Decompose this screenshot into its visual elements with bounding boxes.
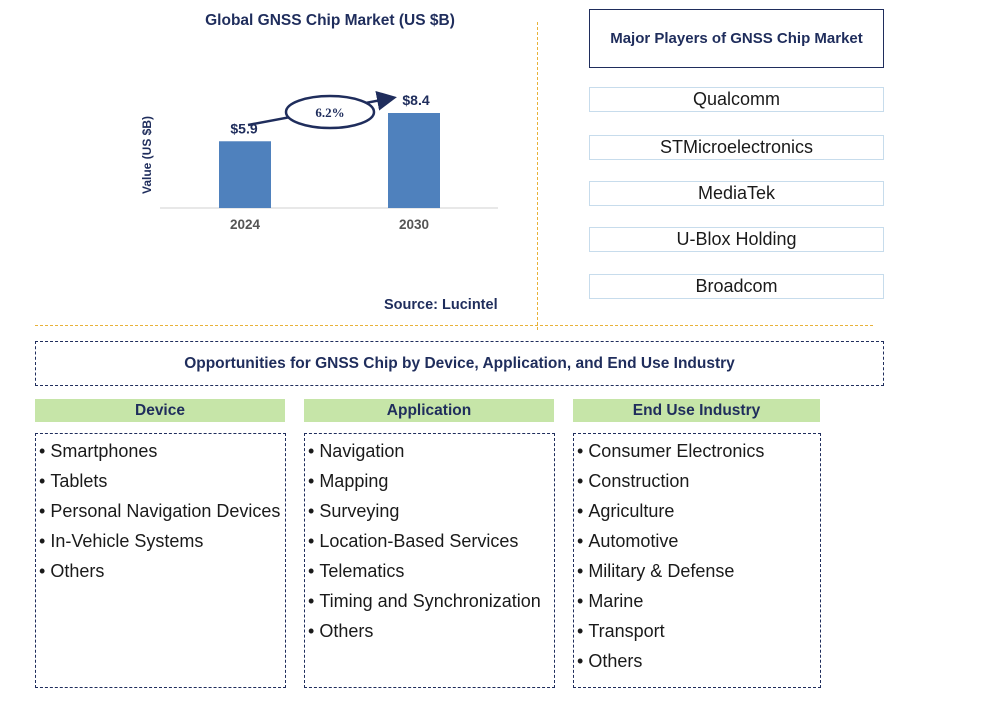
- cagr-label: 6.2%: [315, 105, 344, 120]
- x-tick-2030: 2030: [399, 217, 429, 232]
- y-axis-label: Value (US $B): [140, 116, 154, 194]
- x-tick-2024: 2024: [230, 217, 261, 232]
- vertical-divider: [537, 22, 538, 330]
- data-label-2030: $8.4: [402, 92, 429, 108]
- list-item: Mapping: [308, 466, 554, 496]
- application-header: Application: [304, 399, 554, 422]
- list-item: Transport: [577, 616, 820, 646]
- list-item: Timing and Synchronization: [308, 586, 554, 616]
- cagr-ellipse: [284, 94, 376, 130]
- source-label: Source: Lucintel: [384, 297, 498, 313]
- player-broadcom: Broadcom: [589, 274, 884, 299]
- list-item: Automotive: [577, 526, 820, 556]
- list-item: Others: [39, 556, 285, 586]
- list-item: Location-Based Services: [308, 526, 554, 556]
- list-item: Navigation: [308, 436, 554, 466]
- player-mediatek: MediaTek: [589, 181, 884, 206]
- end-use-list: Consumer ElectronicsConstructionAgricult…: [574, 434, 820, 676]
- list-item: Consumer Electronics: [577, 436, 820, 466]
- list-item: Agriculture: [577, 496, 820, 526]
- end-use-list-box: Consumer ElectronicsConstructionAgricult…: [573, 433, 821, 688]
- list-item: Tablets: [39, 466, 285, 496]
- list-item: Smartphones: [39, 436, 285, 466]
- list-item: Military & Defense: [577, 556, 820, 586]
- list-item: Construction: [577, 466, 820, 496]
- chart-title: Global GNSS Chip Market (US $B): [205, 12, 455, 29]
- list-item: Personal Navigation Devices: [39, 496, 285, 526]
- application-list-box: NavigationMappingSurveyingLocation-Based…: [304, 433, 555, 688]
- list-item: Marine: [577, 586, 820, 616]
- player-stmicroelectronics: STMicroelectronics: [589, 135, 884, 160]
- bar-2024: [219, 141, 271, 208]
- list-item: Others: [308, 616, 554, 646]
- device-header: Device: [35, 399, 285, 422]
- list-item: Surveying: [308, 496, 554, 526]
- opportunities-title: Opportunities for GNSS Chip by Device, A…: [35, 341, 884, 386]
- horizontal-divider: [35, 325, 873, 326]
- list-item: In-Vehicle Systems: [39, 526, 285, 556]
- device-list-box: SmartphonesTabletsPersonal Navigation De…: [35, 433, 286, 688]
- list-item: Telematics: [308, 556, 554, 586]
- bar-2030: [388, 113, 440, 208]
- player-ublox: U-Blox Holding: [589, 227, 884, 252]
- player-qualcomm: Qualcomm: [589, 87, 884, 112]
- device-list: SmartphonesTabletsPersonal Navigation De…: [36, 434, 285, 586]
- list-item: Others: [577, 646, 820, 676]
- application-list: NavigationMappingSurveyingLocation-Based…: [305, 434, 554, 646]
- end-use-header: End Use Industry: [573, 399, 820, 422]
- players-title: Major Players of GNSS Chip Market: [589, 9, 884, 68]
